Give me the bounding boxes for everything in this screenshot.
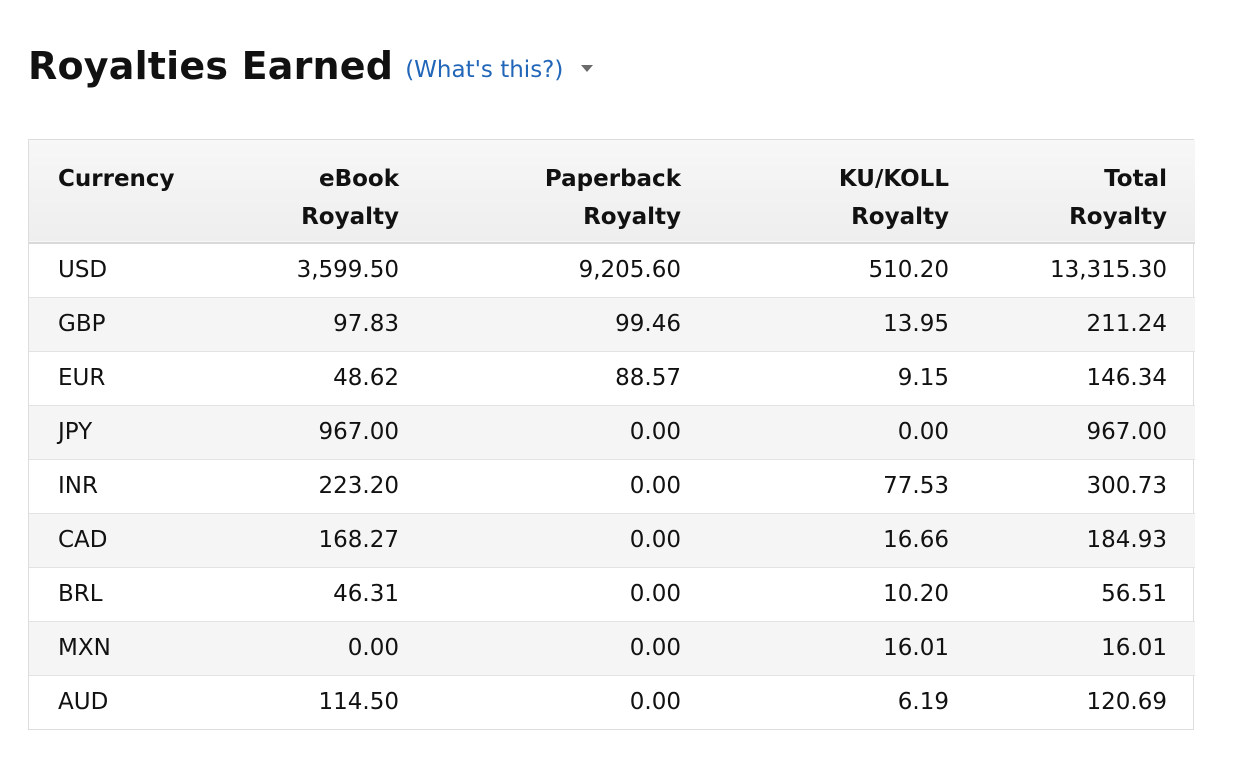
ebook-royalty-cell: 48.62 <box>199 350 399 405</box>
ku-koll-royalty-cell: 77.53 <box>682 458 950 513</box>
ebook-royalty-cell: 168.27 <box>199 512 399 567</box>
currency-cell: CAD <box>29 512 199 567</box>
table-row: AUD 114.50 0.00 6.19 120.69 <box>29 674 1195 729</box>
ebook-royalty-cell: 3,599.50 <box>296 257 399 284</box>
paperback-royalty-cell: 99.46 <box>399 296 682 351</box>
total-royalty-cell: 120.69 <box>950 674 1195 729</box>
column-header-line: KU/KOLL <box>838 166 949 192</box>
ku-koll-royalty-cell: 510.20 <box>868 257 949 284</box>
royalties-table: Currency eBook Royalty Paperback Royalty… <box>29 140 1195 729</box>
table-header-row: Currency eBook Royalty Paperback Royalty… <box>29 140 1195 243</box>
royalties-table-container: Currency eBook Royalty Paperback Royalty… <box>28 139 1195 730</box>
table-row: EUR 48.62 88.57 9.15 146.34 <box>29 350 1195 405</box>
paperback-royalty-cell: 0.00 <box>399 620 682 675</box>
currency-cell: GBP <box>29 296 199 351</box>
ebook-royalty-cell: 114.50 <box>199 674 399 729</box>
paperback-royalty-cell: 9,205.60 <box>578 257 681 284</box>
currency-cell: INR <box>29 458 199 513</box>
table-row: CAD 168.27 0.00 16.66 184.93 <box>29 512 1195 567</box>
column-header-line: Royalty <box>301 204 399 230</box>
ku-koll-royalty-cell: 13.95 <box>682 296 950 351</box>
currency-cell: EUR <box>29 350 199 405</box>
column-header-ku-koll-royalty: KU/KOLL Royalty <box>682 140 950 243</box>
ku-koll-royalty-cell: 16.01 <box>682 620 950 675</box>
ku-koll-royalty-cell: 9.15 <box>682 350 950 405</box>
paperback-royalty-cell: 0.00 <box>399 566 682 621</box>
table-row: USD 3,599.50 9,205.60 510.20 13,315.30 <box>29 243 1195 297</box>
ebook-royalty-cell: 967.00 <box>199 404 399 459</box>
total-royalty-cell: 13,315.30 <box>1049 257 1167 284</box>
currency-cell: BRL <box>29 566 199 621</box>
column-header-paperback-royalty: Paperback Royalty <box>399 140 682 243</box>
table-row: GBP 97.83 99.46 13.95 211.24 <box>29 296 1195 351</box>
column-header-total-royalty: Total Royalty <box>950 140 1195 243</box>
ebook-royalty-cell: 46.31 <box>199 566 399 621</box>
column-header-line: Royalty <box>583 204 681 230</box>
paperback-royalty-cell: 0.00 <box>399 458 682 513</box>
ebook-royalty-cell: 223.20 <box>199 458 399 513</box>
ku-koll-royalty-cell: 6.19 <box>682 674 950 729</box>
currency-cell: MXN <box>29 620 199 675</box>
column-header-line: Total <box>1104 166 1167 192</box>
whats-this-link[interactable]: (What's this?) <box>405 57 564 83</box>
table-row: MXN 0.00 0.00 16.01 16.01 <box>29 620 1195 675</box>
table-row: BRL 46.31 0.00 10.20 56.51 <box>29 566 1195 621</box>
total-royalty-cell: 211.24 <box>950 296 1195 351</box>
ebook-royalty-cell: 97.83 <box>199 296 399 351</box>
total-royalty-cell: 146.34 <box>950 350 1195 405</box>
paperback-royalty-cell: 0.00 <box>399 404 682 459</box>
total-royalty-cell: 300.73 <box>950 458 1195 513</box>
currency-cell: USD <box>58 257 108 284</box>
table-row: JPY 967.00 0.00 0.00 967.00 <box>29 404 1195 459</box>
column-header-line: Royalty <box>851 204 949 230</box>
column-header-ebook-royalty: eBook Royalty <box>199 140 399 243</box>
total-royalty-cell: 184.93 <box>950 512 1195 567</box>
column-header-line: Paperback <box>544 166 681 192</box>
caret-down-icon[interactable] <box>581 64 594 72</box>
currency-cell: AUD <box>29 674 199 729</box>
currency-cell: JPY <box>29 404 199 459</box>
ku-koll-royalty-cell: 16.66 <box>682 512 950 567</box>
column-header-line: Currency <box>58 166 175 192</box>
column-header-line: eBook <box>318 166 399 192</box>
ku-koll-royalty-cell: 10.20 <box>682 566 950 621</box>
ebook-royalty-cell: 0.00 <box>199 620 399 675</box>
total-royalty-cell: 967.00 <box>950 404 1195 459</box>
total-royalty-cell: 56.51 <box>950 566 1195 621</box>
page-title: Royalties Earned <box>28 44 394 88</box>
page-header: Royalties Earned (What's this?) <box>28 40 594 92</box>
paperback-royalty-cell: 0.00 <box>399 512 682 567</box>
paperback-royalty-cell: 0.00 <box>399 674 682 729</box>
column-header-currency: Currency <box>29 140 199 243</box>
table-row: INR 223.20 0.00 77.53 300.73 <box>29 458 1195 513</box>
ku-koll-royalty-cell: 0.00 <box>682 404 950 459</box>
column-header-line: Royalty <box>1069 204 1167 230</box>
total-royalty-cell: 16.01 <box>950 620 1195 675</box>
paperback-royalty-cell: 88.57 <box>399 350 682 405</box>
